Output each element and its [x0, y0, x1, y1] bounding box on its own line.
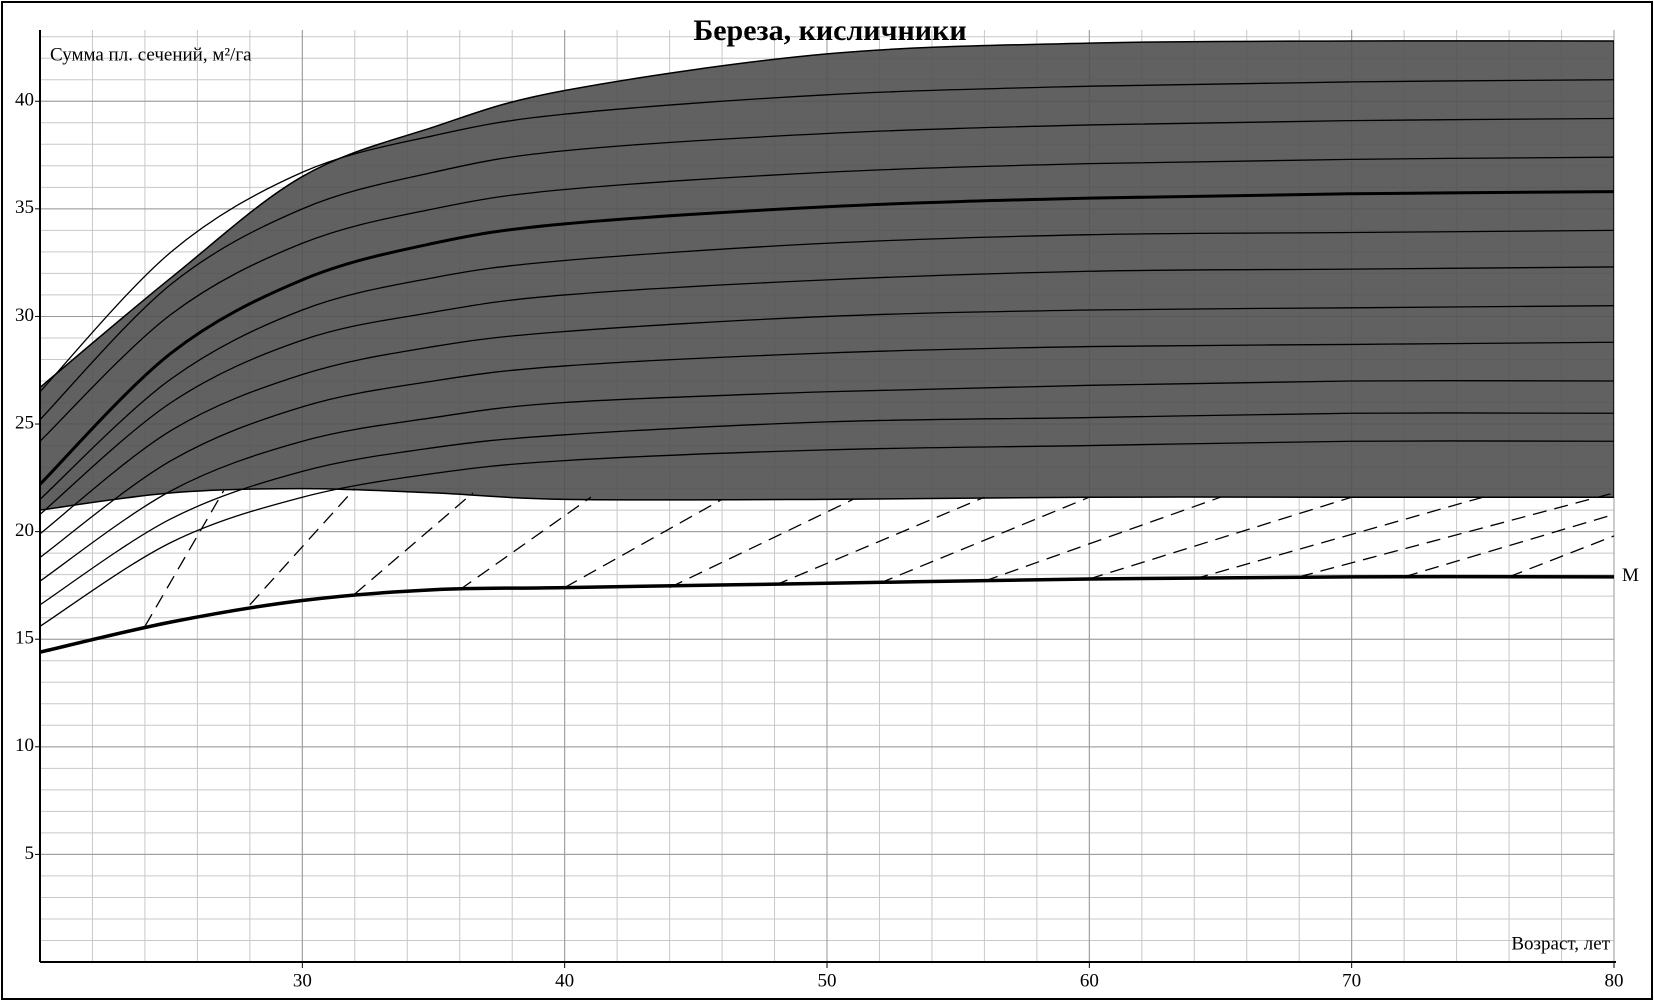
x-tick-label: 60 [1080, 970, 1099, 991]
curve [40, 266, 1614, 515]
dashed-line [984, 496, 1221, 582]
legend-label: М [1622, 565, 1639, 586]
y-tick-label: 5 [25, 843, 35, 864]
dashed-line [669, 498, 854, 589]
x-tick-label: 80 [1605, 970, 1624, 991]
x-tick-label: 30 [293, 970, 312, 991]
y-tick-label: 25 [15, 412, 34, 433]
curve [40, 412, 1614, 606]
curve [40, 574, 1614, 654]
dashed-line [1403, 513, 1614, 578]
curve [40, 229, 1614, 500]
dashed-line [1194, 496, 1484, 580]
y-tick-label: 20 [15, 520, 34, 541]
curve [40, 79, 1614, 393]
x-tick-label: 40 [555, 970, 574, 991]
curve [40, 305, 1614, 535]
chart-title: Береза, кисличники [693, 14, 966, 47]
dashed-line [249, 488, 356, 606]
y-tick-label: 40 [15, 90, 34, 111]
dashed-line [1508, 535, 1614, 578]
x-axis-label: Возраст, лет [1511, 933, 1610, 954]
y-axis-label: Сумма пл. сечений, м²/га [50, 44, 252, 65]
dashed-line [354, 492, 474, 595]
dashed-line [144, 490, 225, 627]
curve [40, 156, 1614, 442]
y-tick-label: 10 [15, 735, 34, 756]
curve [40, 190, 1614, 486]
dashed-line [1089, 496, 1352, 580]
axes: М 30 40 50 60 70 80 5 10 15 20 25 30 35 40 [15, 30, 1639, 991]
y-tick-label: 30 [15, 305, 34, 326]
curve [40, 117, 1614, 421]
dashed-line [1299, 492, 1614, 578]
dashed-line [774, 496, 985, 587]
y-tick-label: 35 [15, 197, 34, 218]
shaded-area [40, 40, 1614, 511]
x-tick-label: 70 [1342, 970, 1361, 991]
dashed-line [564, 498, 723, 589]
curve [40, 440, 1614, 627]
y-tick-label: 15 [15, 628, 34, 649]
dashed-line [459, 496, 592, 591]
x-tick-label: 50 [818, 970, 837, 991]
dashed-line [879, 496, 1090, 584]
plot-area [40, 40, 1614, 654]
curve [40, 341, 1614, 558]
curve [40, 380, 1614, 582]
